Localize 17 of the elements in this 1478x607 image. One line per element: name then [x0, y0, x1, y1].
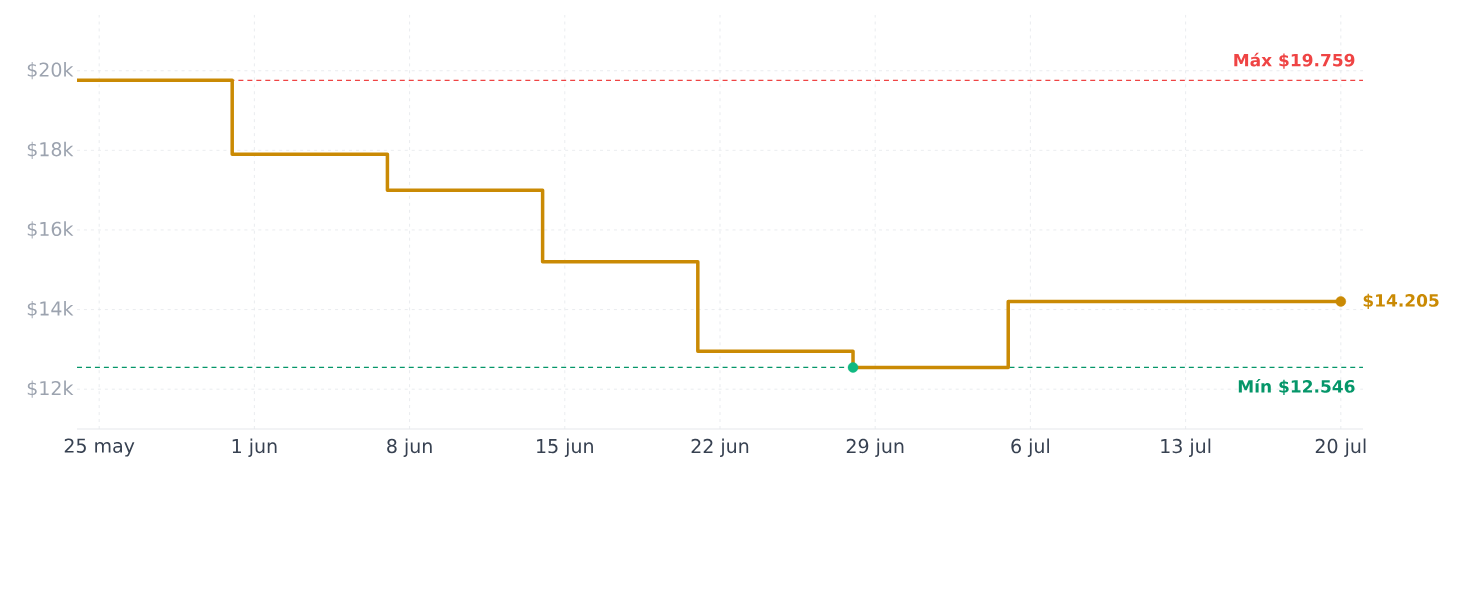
ref-line-label: Máx $19.759	[1234, 52, 1355, 69]
data-label: $14.205	[1363, 293, 1439, 310]
x-tick-label: 13 jul	[1161, 438, 1211, 457]
y-tick-label: $12k	[27, 380, 74, 398]
y-tick-label: $20k	[27, 62, 74, 80]
x-tick-label: 25 may	[64, 438, 135, 457]
x-tick-label: 1 jun	[232, 438, 277, 457]
y-tick-label: $14k	[27, 300, 74, 319]
x-tick-label: 29 jun	[846, 438, 904, 457]
y-tick-label: $16k	[27, 221, 74, 239]
x-tick-label: 8 jun	[387, 438, 432, 457]
x-tick-label: 15 jun	[537, 438, 593, 457]
ref-line-label: Mín $12.546	[1238, 378, 1355, 396]
x-tick-label: 22 jun	[691, 438, 749, 457]
y-tick-label: $18k	[27, 141, 74, 159]
x-tick-label: 20 jul	[1315, 438, 1366, 457]
x-tick-label: 6 jul	[1011, 438, 1049, 457]
